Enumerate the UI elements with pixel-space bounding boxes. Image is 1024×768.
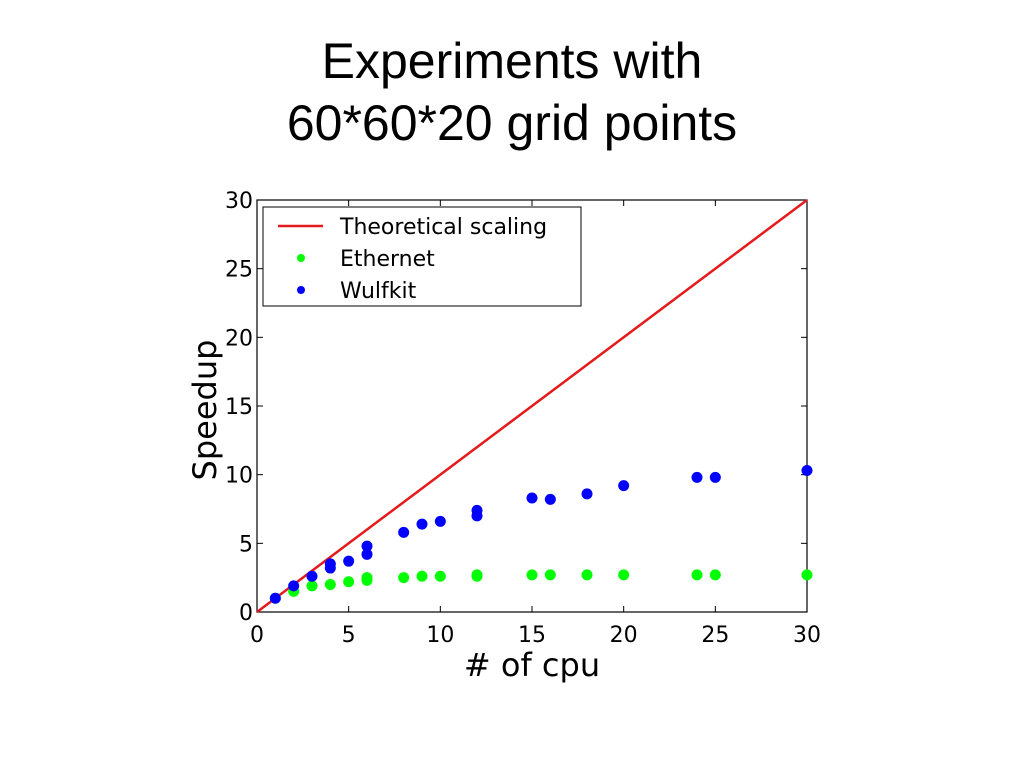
ethernet-point bbox=[416, 570, 428, 582]
x-tick-label: 20 bbox=[610, 623, 638, 648]
y-tick-label: 30 bbox=[225, 189, 253, 214]
ethernet-point bbox=[343, 576, 355, 588]
wulfkit-point bbox=[269, 592, 281, 604]
x-tick-label: 25 bbox=[701, 623, 729, 648]
wulfkit-point bbox=[361, 540, 373, 552]
wulfkit-point bbox=[398, 526, 410, 538]
wulfkit-point bbox=[709, 471, 721, 483]
theoretical-scaling-line bbox=[256, 198, 808, 614]
wulfkit-point bbox=[581, 488, 593, 500]
slide-title: Experiments with 60*60*20 grid points bbox=[0, 30, 1024, 154]
wulfkit-point bbox=[434, 515, 446, 527]
y-tick-label: 5 bbox=[239, 532, 253, 557]
wulfkit-point bbox=[471, 504, 483, 516]
wulfkit-point bbox=[544, 493, 556, 505]
x-tick-label: 0 bbox=[250, 623, 264, 648]
ethernet-point bbox=[306, 580, 318, 592]
legend-ethernet-label: Ethernet bbox=[340, 247, 435, 272]
x-tick-label: 5 bbox=[342, 623, 356, 648]
x-tick-label: 15 bbox=[518, 623, 546, 648]
wulfkit-point bbox=[288, 580, 300, 592]
ethernet-point bbox=[801, 569, 813, 581]
wulfkit-point bbox=[618, 480, 630, 492]
wulfkit-point bbox=[801, 465, 813, 477]
x-tick-label: 10 bbox=[426, 623, 454, 648]
ethernet-point bbox=[434, 570, 446, 582]
wulfkit-point bbox=[306, 570, 318, 582]
wulfkit-point bbox=[324, 558, 336, 570]
legend: Theoretical scaling Ethernet Wulfkit bbox=[262, 206, 582, 307]
y-tick-label: 0 bbox=[239, 601, 253, 626]
ethernet-point bbox=[691, 569, 703, 581]
wulfkit-point bbox=[416, 518, 428, 530]
ethernet-point bbox=[544, 569, 556, 581]
legend-theoretical-scaling-label: Theoretical scaling bbox=[339, 215, 547, 240]
y-tick-label: 20 bbox=[225, 326, 253, 351]
x-axis-label: # of cpu bbox=[464, 646, 600, 684]
ethernet-point bbox=[526, 569, 538, 581]
y-axis-label: Speedup bbox=[186, 340, 224, 481]
legend-wulfkit-label: Wulfkit bbox=[340, 279, 417, 304]
legend-ethernet-swatch bbox=[297, 254, 305, 262]
y-tick-label: 25 bbox=[225, 258, 253, 283]
slide-title-line-2: 60*60*20 grid points bbox=[286, 95, 738, 151]
legend-box bbox=[262, 206, 582, 307]
y-tick-label: 10 bbox=[225, 464, 253, 489]
wulfkit-point bbox=[361, 548, 373, 560]
ethernet-point bbox=[709, 569, 721, 581]
wulfkit-point bbox=[343, 555, 355, 567]
wulfkit-point bbox=[691, 471, 703, 483]
ethernet-point bbox=[324, 579, 336, 591]
ethernet-point bbox=[471, 569, 483, 581]
ethernet-point bbox=[581, 569, 593, 581]
ethernet-point bbox=[618, 569, 630, 581]
x-tick-label: 30 bbox=[793, 623, 821, 648]
plot-area: 0 5 10 15 20 25 30 0 5 10 15 20 25 30 bbox=[225, 189, 821, 648]
legend-wulfkit-swatch bbox=[297, 286, 305, 294]
wulfkit-point bbox=[526, 492, 538, 504]
slide-title-line-1: Experiments with bbox=[321, 33, 703, 89]
ethernet-point bbox=[398, 572, 410, 584]
ethernet-point bbox=[361, 572, 373, 584]
y-tick-label: 15 bbox=[225, 395, 253, 420]
